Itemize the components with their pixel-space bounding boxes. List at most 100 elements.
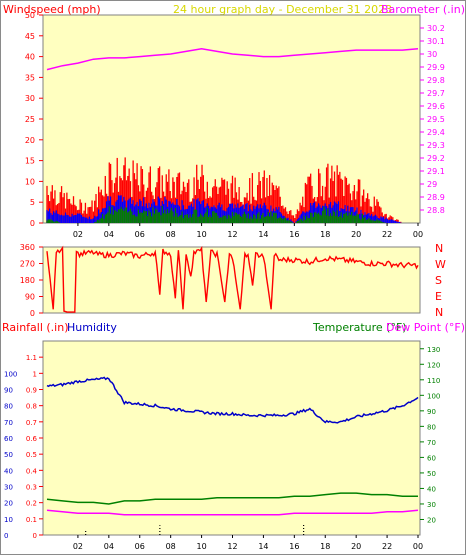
bottom-x-tick-label: 20 bbox=[351, 542, 361, 551]
barometer-y-tick-label: 29 bbox=[427, 180, 437, 189]
bottom-x-tick-label: 18 bbox=[320, 542, 330, 551]
barometer-y-tick-label: 29.3 bbox=[427, 141, 445, 150]
wind-y-tick-label: 45 bbox=[25, 32, 35, 41]
humidity-axis-title: Humidity bbox=[67, 321, 117, 334]
humidity-y-tick-label: 80 bbox=[4, 403, 13, 411]
wind-y-tick-label: 15 bbox=[25, 157, 35, 166]
wind-x-tick-label: 06 bbox=[135, 230, 145, 239]
humidity-line bbox=[46, 376, 419, 424]
rainfall-axis-title: Rainfall (.in) bbox=[2, 321, 69, 334]
wind-x-tick-label: 12 bbox=[227, 230, 237, 239]
humidity-y-tick-label: 10 bbox=[4, 516, 13, 524]
barometer-y-tick-label: 28.9 bbox=[427, 193, 445, 202]
wind-x-tick-label: 02 bbox=[73, 230, 83, 239]
wind-y-tick-label: 30 bbox=[25, 94, 35, 103]
temperature-y-tick-label: 120 bbox=[427, 361, 440, 369]
wind-y-tick-label: 50 bbox=[25, 11, 35, 20]
wind-y-tick-label: 25 bbox=[25, 115, 35, 124]
wind-x-tick-label: 22 bbox=[382, 230, 392, 239]
temperature-y-tick-label: 90 bbox=[427, 408, 436, 416]
rain-y-tick-label: 0.7 bbox=[26, 419, 37, 427]
wind-x-tick-label: 14 bbox=[258, 230, 268, 239]
rain-y-tick-label: 0.1 bbox=[26, 516, 37, 524]
barometer-y-tick-label: 29.6 bbox=[427, 102, 445, 111]
rain-y-tick-label: 0.6 bbox=[26, 435, 38, 443]
temperature-y-tick-label: 80 bbox=[427, 423, 436, 431]
chart-dynamic-layer: 0 5 10 15 20 25 30 35 40 45 50 28.8 28.9 29 29.1 29.2 29… bbox=[4, 11, 445, 551]
direction-label-n-bottom: N bbox=[435, 306, 443, 319]
wind-y-tick-label: 0 bbox=[30, 219, 35, 228]
barometer-y-tick-label: 29.8 bbox=[427, 76, 445, 85]
temperature-y-tick-label: 60 bbox=[427, 454, 436, 462]
direction-label-n-top: N bbox=[435, 242, 443, 255]
wind-x-tick-label: 08 bbox=[166, 230, 176, 239]
humidity-y-tick-label: 100 bbox=[4, 370, 17, 378]
barometer-y-tick-label: 29.2 bbox=[427, 154, 445, 163]
direction-y-tick-label: 90 bbox=[25, 293, 35, 302]
barometer-y-tick-label: 30 bbox=[427, 50, 437, 59]
humidity-y-tick-label: 50 bbox=[4, 451, 13, 459]
wind-x-tick-label: 10 bbox=[196, 230, 206, 239]
rain-y-tick-label: 0.4 bbox=[26, 467, 38, 475]
temperature-y-tick-label: 30 bbox=[427, 501, 436, 509]
wind-y-tick-label: 35 bbox=[25, 73, 35, 82]
bottom-x-tick-label: 06 bbox=[135, 542, 145, 551]
barometer-y-tick-label: 29.1 bbox=[427, 167, 445, 176]
wind-x-tick-label: 04 bbox=[104, 230, 114, 239]
direction-y-tick-label: 360 bbox=[20, 243, 35, 252]
barometer-y-tick-label: 30.2 bbox=[427, 24, 445, 33]
wind-y-tick-label: 40 bbox=[25, 53, 35, 62]
windspeed-axis-title: Windspeed (mph) bbox=[3, 3, 101, 16]
rain-y-tick-label: 1 bbox=[33, 370, 37, 378]
temperature-y-tick-label: 130 bbox=[427, 346, 440, 354]
rain-y-tick-label: 0.8 bbox=[26, 403, 37, 411]
barometer-y-tick-label: 28.8 bbox=[427, 206, 445, 215]
wind-x-tick-label: 16 bbox=[289, 230, 299, 239]
wind-y-tick-label: 10 bbox=[25, 177, 35, 186]
direction-label-w: W bbox=[435, 258, 446, 271]
bottom-x-tick-label: 22 bbox=[382, 542, 392, 551]
dewpoint-axis-title: Dew Point (°F) bbox=[386, 321, 465, 334]
bottom-x-tick-label: 14 bbox=[258, 542, 268, 551]
graph-title: 24 hour graph day - December 31 2023 bbox=[173, 3, 392, 16]
temperature-y-tick-label: 50 bbox=[427, 470, 436, 478]
wind-y-tick-label: 20 bbox=[25, 136, 35, 145]
temperature-y-tick-label: 20 bbox=[427, 516, 436, 524]
humidity-y-tick-label: 30 bbox=[4, 484, 13, 492]
dewpoint-line bbox=[46, 509, 419, 516]
humidity-y-tick-label: 90 bbox=[4, 387, 13, 395]
bottom-x-tick-label: 02 bbox=[73, 542, 83, 551]
barometer-y-tick-label: 29.9 bbox=[427, 63, 445, 72]
rain-y-tick-label: 0.3 bbox=[26, 484, 37, 492]
barometer-y-tick-label: 29.5 bbox=[427, 115, 445, 124]
humidity-y-tick-label: 70 bbox=[4, 419, 13, 427]
barometer-y-tick-label: 29.7 bbox=[427, 89, 445, 98]
bottom-x-tick-label: 08 bbox=[166, 542, 176, 551]
direction-label-s: S bbox=[435, 274, 442, 287]
humidity-y-tick-label: 20 bbox=[4, 500, 13, 508]
temperature-y-tick-label: 110 bbox=[427, 377, 440, 385]
humidity-y-tick-label: 60 bbox=[4, 435, 13, 443]
humidity-plot-area bbox=[42, 340, 421, 536]
wind-x-tick-label: 00 bbox=[413, 230, 423, 239]
bottom-x-tick-label: 00 bbox=[413, 542, 423, 551]
barometer-axis-title: Barometer (.in) bbox=[381, 3, 465, 16]
temperature-line bbox=[46, 492, 418, 505]
humidity-y-tick-label: 40 bbox=[4, 467, 13, 475]
temperature-y-tick-label: 100 bbox=[427, 392, 440, 400]
bottom-x-tick-label: 12 bbox=[227, 542, 237, 551]
wind-direction-line bbox=[46, 245, 419, 313]
bottom-x-tick-label: 16 bbox=[289, 542, 299, 551]
wind-y-tick-label: 5 bbox=[30, 198, 35, 207]
rain-y-tick-label: 1.1 bbox=[26, 354, 37, 362]
direction-y-tick-label: 270 bbox=[20, 260, 35, 269]
barometer-y-tick-label: 29.4 bbox=[427, 128, 445, 137]
temperature-axis-title: Temperature (°F) bbox=[312, 321, 407, 334]
wind-x-tick-label: 20 bbox=[351, 230, 361, 239]
direction-y-tick-label: 180 bbox=[20, 276, 35, 285]
barometer-y-tick-label: 30.1 bbox=[427, 37, 445, 46]
temperature-y-tick-label: 70 bbox=[427, 439, 436, 447]
barometer-line bbox=[46, 48, 419, 71]
